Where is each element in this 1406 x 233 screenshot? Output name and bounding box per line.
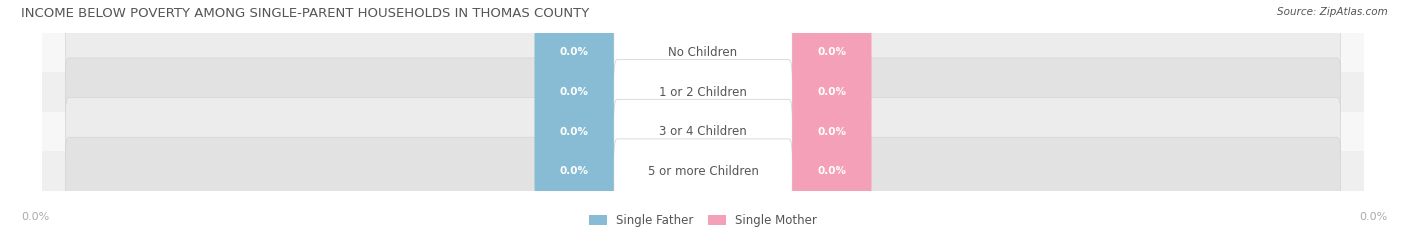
FancyBboxPatch shape bbox=[65, 98, 1341, 166]
FancyBboxPatch shape bbox=[614, 20, 792, 85]
FancyBboxPatch shape bbox=[614, 60, 792, 124]
Text: 0.0%: 0.0% bbox=[817, 166, 846, 176]
Text: Source: ZipAtlas.com: Source: ZipAtlas.com bbox=[1277, 7, 1388, 17]
Text: 3 or 4 Children: 3 or 4 Children bbox=[659, 125, 747, 138]
FancyBboxPatch shape bbox=[792, 99, 872, 164]
Text: 0.0%: 0.0% bbox=[21, 212, 49, 222]
FancyBboxPatch shape bbox=[65, 58, 1341, 126]
Text: 0.0%: 0.0% bbox=[817, 48, 846, 57]
Text: 0.0%: 0.0% bbox=[560, 48, 589, 57]
Text: 1 or 2 Children: 1 or 2 Children bbox=[659, 86, 747, 99]
FancyBboxPatch shape bbox=[65, 18, 1341, 86]
FancyBboxPatch shape bbox=[534, 99, 614, 164]
Bar bbox=[42, 112, 1364, 151]
FancyBboxPatch shape bbox=[65, 137, 1341, 205]
Text: 0.0%: 0.0% bbox=[560, 87, 589, 97]
Bar bbox=[42, 33, 1364, 72]
Legend: Single Father, Single Mother: Single Father, Single Mother bbox=[589, 214, 817, 227]
Text: 0.0%: 0.0% bbox=[560, 127, 589, 137]
FancyBboxPatch shape bbox=[534, 20, 614, 85]
FancyBboxPatch shape bbox=[792, 60, 872, 124]
Text: 0.0%: 0.0% bbox=[817, 127, 846, 137]
FancyBboxPatch shape bbox=[534, 139, 614, 204]
FancyBboxPatch shape bbox=[534, 60, 614, 124]
FancyBboxPatch shape bbox=[792, 139, 872, 204]
Text: 5 or more Children: 5 or more Children bbox=[648, 165, 758, 178]
Text: 0.0%: 0.0% bbox=[817, 87, 846, 97]
FancyBboxPatch shape bbox=[792, 20, 872, 85]
FancyBboxPatch shape bbox=[614, 99, 792, 164]
Text: INCOME BELOW POVERTY AMONG SINGLE-PARENT HOUSEHOLDS IN THOMAS COUNTY: INCOME BELOW POVERTY AMONG SINGLE-PARENT… bbox=[21, 7, 589, 20]
Bar bbox=[42, 72, 1364, 112]
FancyBboxPatch shape bbox=[614, 139, 792, 204]
Bar bbox=[42, 151, 1364, 191]
Text: 0.0%: 0.0% bbox=[1360, 212, 1388, 222]
Text: No Children: No Children bbox=[668, 46, 738, 59]
Text: 0.0%: 0.0% bbox=[560, 166, 589, 176]
